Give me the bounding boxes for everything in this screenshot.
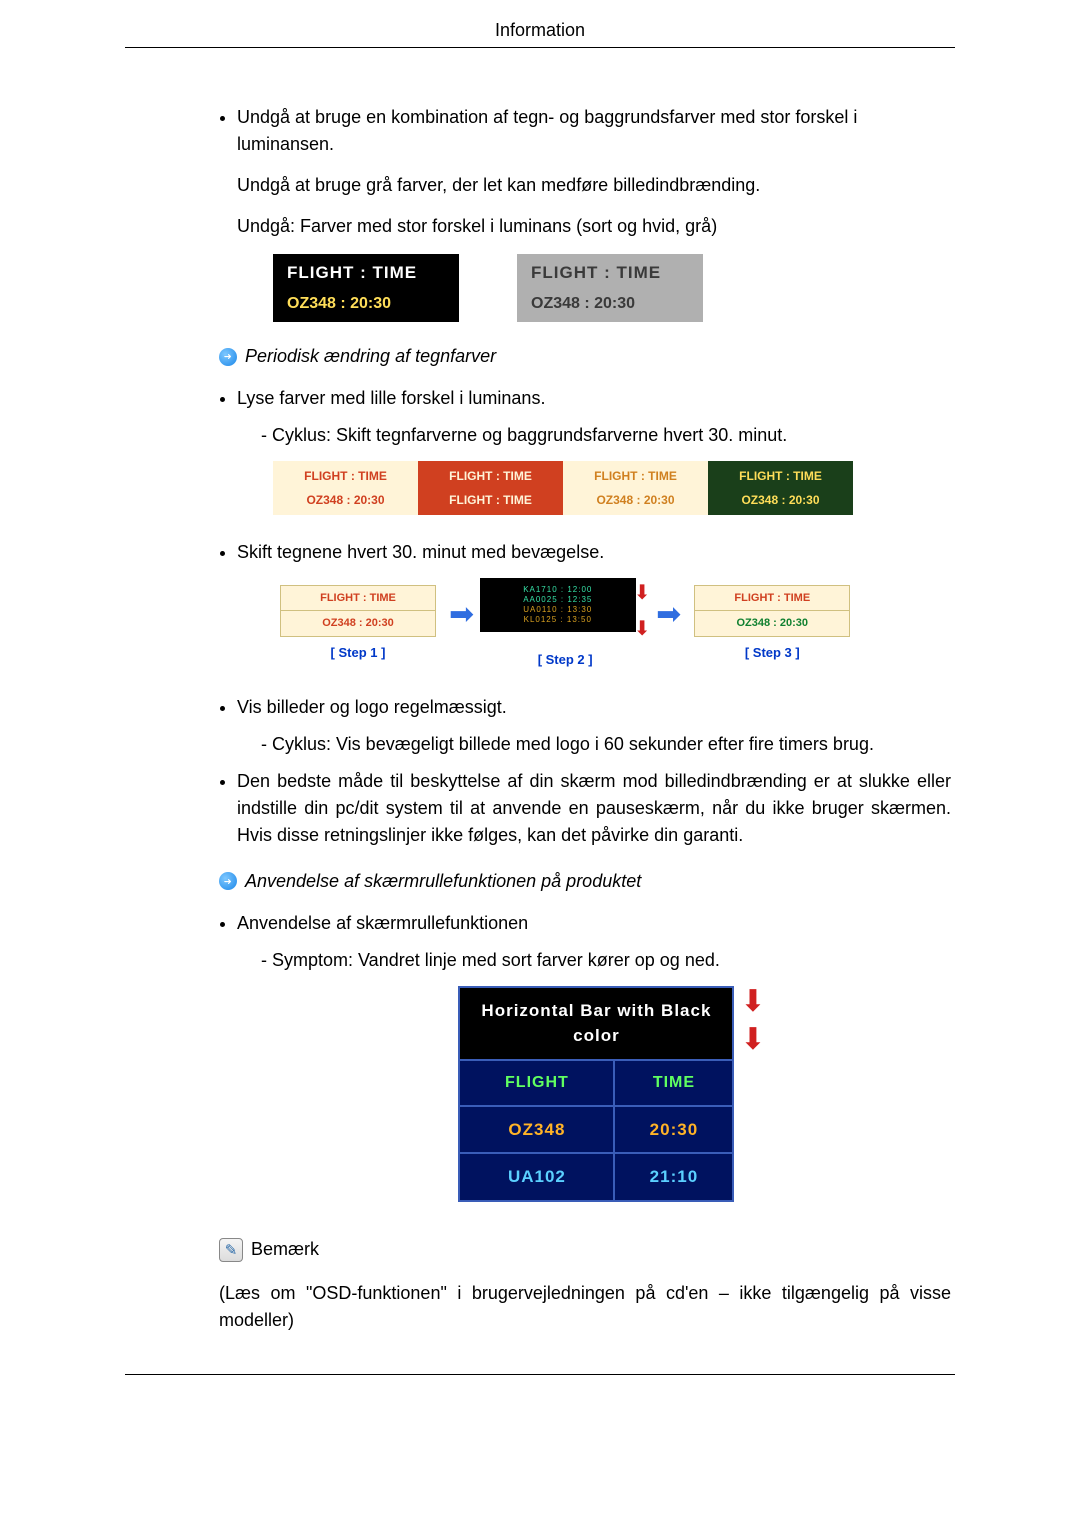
text: UA0110 : 13:30 [523,605,592,615]
divider-top [125,47,955,48]
note-heading: ✎ Bemærk [219,1238,951,1262]
table-row: UA102 21:10 [459,1153,733,1201]
text: KA1710 : 12:00 [523,585,592,595]
step-3: FLIGHT : TIME OZ348 : 20:30 [ Step 3 ] [687,585,857,663]
arrow-down-icon: ⬇ [634,614,651,644]
bullet-scroll-use: Anvendelse af skærmrullefunktionen - Sym… [237,910,951,1202]
text: Lyse farver med lille forskel i luminans… [237,388,545,408]
figure-horizontal-bar: Horizontal Bar with Black color FLIGHT T… [273,986,951,1202]
divider-bottom [125,1374,955,1375]
table-row: FLIGHT TIME [459,1060,733,1106]
arrow-right-icon: ➡ [449,592,474,637]
example-grey-box: FLIGHT : TIME OZ348 : 20:30 [517,254,703,322]
table-row: OZ348 20:30 [459,1106,733,1154]
example-black-box: FLIGHT : TIME OZ348 : 20:30 [273,254,459,322]
text: OZ348 : 20:30 [741,491,819,509]
arrow-circle-icon [219,872,237,890]
note-body: (Læs om "OSD-funktionen" i brugervejledn… [219,1280,951,1334]
text: Skift tegnene hvert 30. minut med bevæge… [237,542,604,562]
step1-label: [ Step 1 ] [331,643,386,663]
text: FLIGHT : TIME [287,260,459,286]
subheading-scroll-function: Anvendelse af skærmrullefunktionen på pr… [219,871,951,892]
bullet-avoid-combo: Undgå at bruge en kombination af tegn- o… [237,104,951,322]
step3-bot: OZ348 : 20:30 [694,611,850,637]
text: OZ348 : 20:30 [596,491,674,509]
figure-contrast-examples: FLIGHT : TIME OZ348 : 20:30 FLIGHT : TIM… [273,254,951,322]
bullet-light-colors: Lyse farver med lille forskel i luminans… [237,385,951,515]
text: OZ348 : 20:30 [306,491,384,509]
arrow-down-icon: ⬇ [634,578,651,608]
sub-cycle-30min: - Cyklus: Skift tegnfarverne og baggrund… [237,422,951,449]
subheading-color-cycle: Periodisk ændring af tegnfarver [219,346,951,367]
step-1: FLIGHT : TIME OZ348 : 20:30 [ Step 1 ] [273,585,443,663]
step1-top: FLIGHT : TIME [280,585,436,611]
cell: TIME [614,1060,733,1106]
text: FLIGHT : TIME [531,260,703,286]
cycle-cell-4: FLIGHT : TIME OZ348 : 20:30 [708,461,853,515]
cell: 20:30 [614,1106,733,1154]
bullet-change-chars: Skift tegnene hvert 30. minut med bevæge… [237,539,951,670]
table-caption: Horizontal Bar with Black color [459,987,733,1060]
text: Anvendelse af skærmrullefunktionen på pr… [245,871,641,892]
text: FLIGHT : TIME [449,467,532,485]
cell: 21:10 [614,1153,733,1201]
note-icon: ✎ [219,1238,243,1262]
sub-cycle-60sec: - Cyklus: Vis bevægeligt billede med log… [237,731,951,758]
text: FLIGHT : TIME [594,467,677,485]
text: Undgå at bruge en kombination af tegn- o… [237,107,857,154]
step2-box: KA1710 : 12:00 AA0025 : 12:35 UA0110 : 1… [480,578,636,632]
red-arrows: ⬇ ⬇ [740,986,765,1052]
text: OZ348 : 20:30 [287,292,459,316]
text: FLIGHT : TIME [449,491,532,509]
sub-symptom: - Symptom: Vandret linje med sort farver… [237,947,951,974]
cycle-cell-3: FLIGHT : TIME OZ348 : 20:30 [563,461,708,515]
step3-top: FLIGHT : TIME [694,585,850,611]
text-avoid-grey: Undgå at bruge grå farver, der let kan m… [237,172,951,199]
figure-color-cycle: FLIGHT : TIME OZ348 : 20:30 FLIGHT : TIM… [273,461,951,515]
flight-table: Horizontal Bar with Black color FLIGHT T… [458,986,734,1202]
arrow-circle-icon [219,348,237,366]
text: Periodisk ændring af tegnfarver [245,346,496,367]
cell: FLIGHT [459,1060,614,1106]
text-avoid-contrast: Undgå: Farver med stor forskel i luminan… [237,213,951,240]
page-title: Information [125,20,955,41]
text: AA0025 : 12:35 [523,595,592,605]
text: Bemærk [251,1239,319,1260]
text: FLIGHT : TIME [304,467,387,485]
arrow-right-icon: ➡ [656,592,681,637]
figure-three-steps: FLIGHT : TIME OZ348 : 20:30 [ Step 1 ] ➡… [273,578,951,670]
cell: UA102 [459,1153,614,1201]
arrow-down-icon: ⬇ [740,1028,765,1052]
bullet-best-way: Den bedste måde til beskyttelse af din s… [237,768,951,849]
text: OZ348 : 20:30 [531,292,703,316]
bullet-show-images: Vis billeder og logo regelmæssigt. - Cyk… [237,694,951,758]
arrow-down-icon: ⬇ [740,990,765,1014]
step2-label: [ Step 2 ] [538,650,593,670]
step1-bot: OZ348 : 20:30 [280,611,436,637]
step-2: KA1710 : 12:00 AA0025 : 12:35 UA0110 : 1… [480,578,650,670]
cycle-cell-2: FLIGHT : TIME FLIGHT : TIME [418,461,563,515]
text: FLIGHT : TIME [739,467,822,485]
cycle-cell-1: FLIGHT : TIME OZ348 : 20:30 [273,461,418,515]
text: KL0125 : 13:50 [524,615,592,625]
cell: OZ348 [459,1106,614,1154]
step3-label: [ Step 3 ] [745,643,800,663]
text: Anvendelse af skærmrullefunktionen [237,913,528,933]
text: Vis billeder og logo regelmæssigt. [237,697,507,717]
